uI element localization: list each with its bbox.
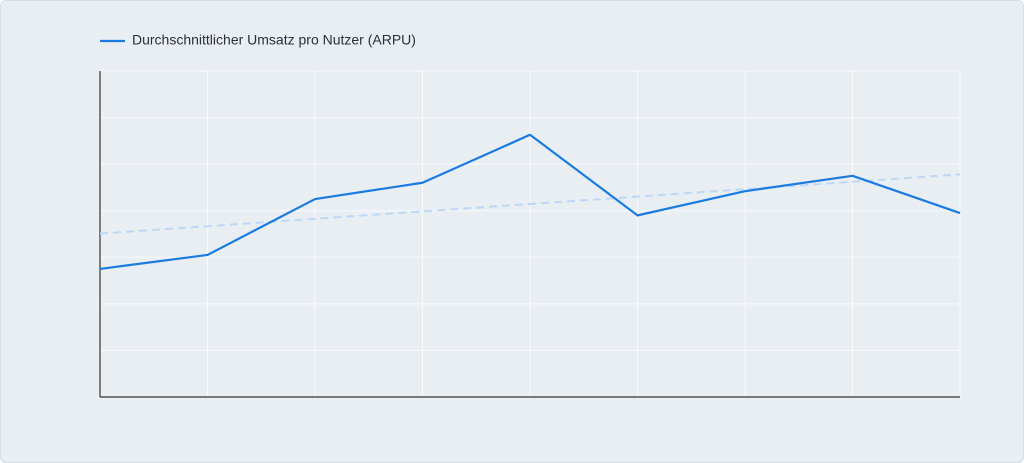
trend-line bbox=[99, 173, 961, 235]
data-line bbox=[99, 133, 961, 271]
legend-label: Durchschnittlicher Umsatz pro Nutzer (AR… bbox=[132, 32, 416, 48]
